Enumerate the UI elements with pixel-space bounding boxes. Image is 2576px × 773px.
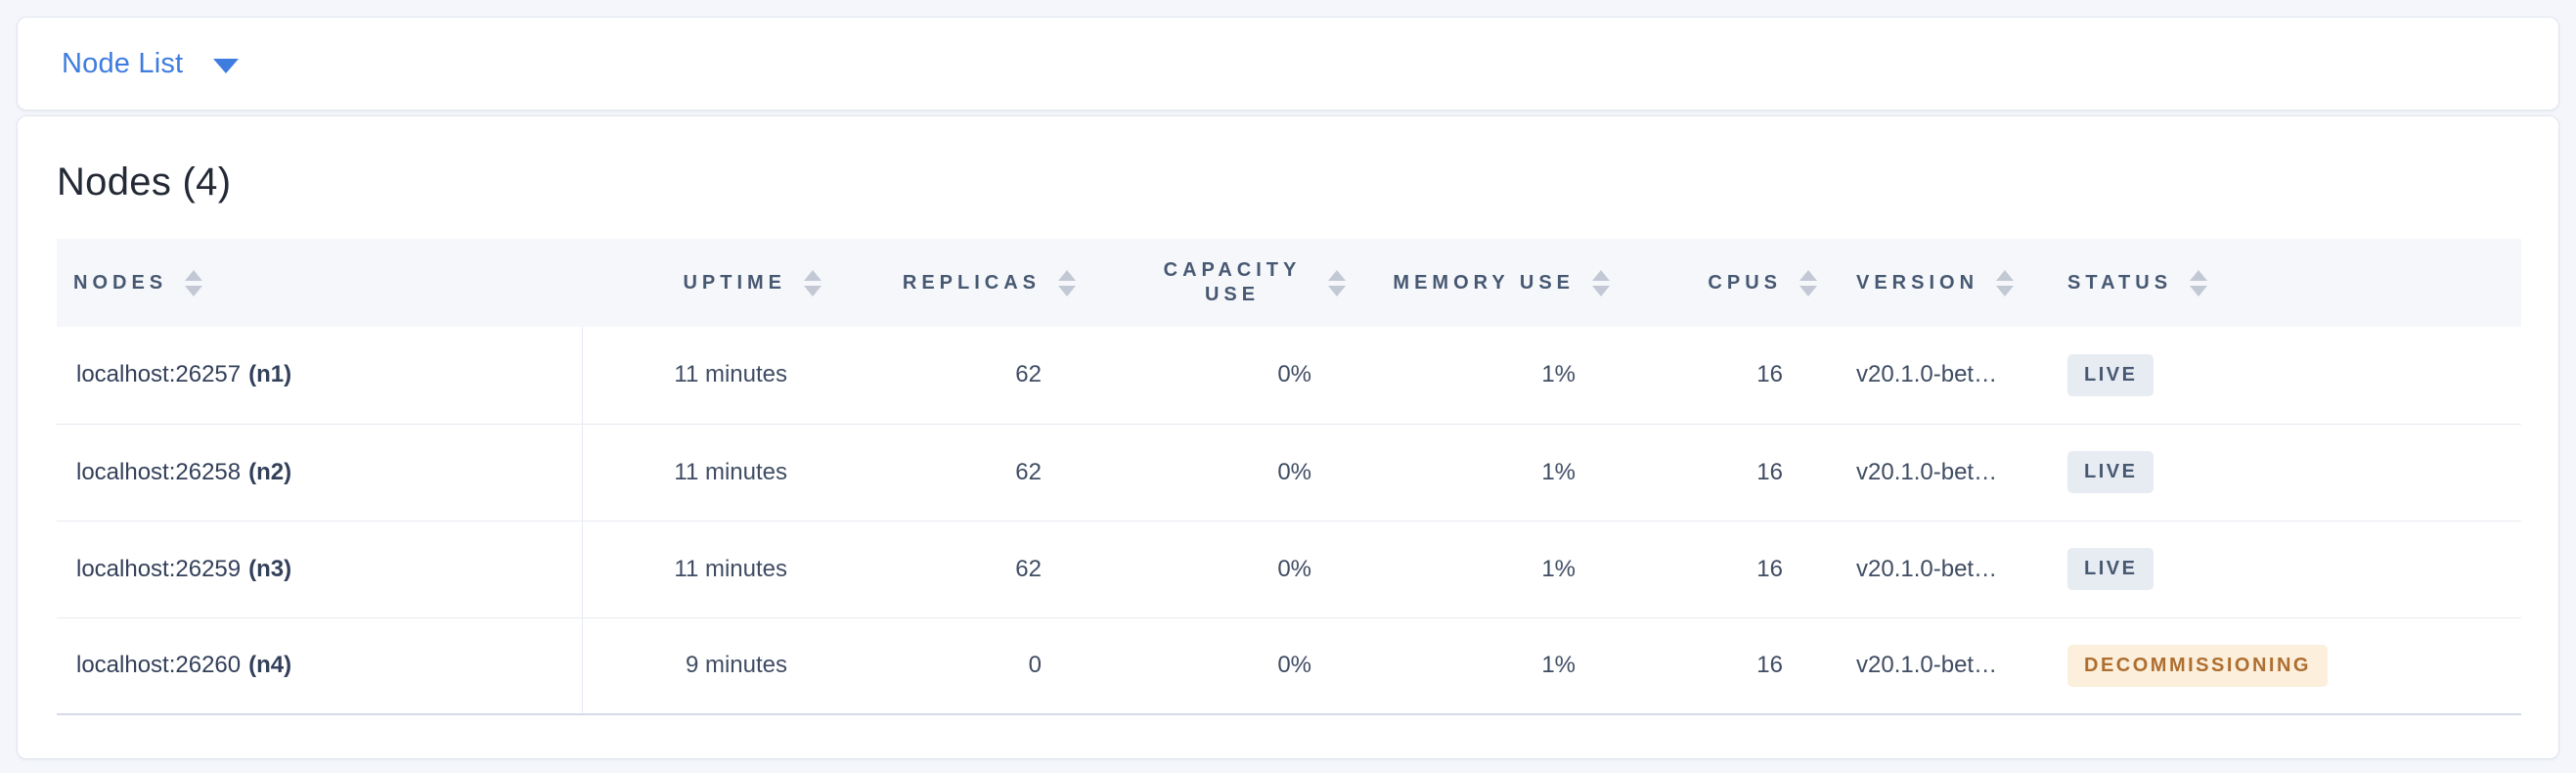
uptime-cell: 11 minutes [582,424,846,522]
status-cell: LIVE [2066,424,2521,522]
cpus-cell: 16 [1634,617,1842,715]
replicas-cell: 62 [846,424,1100,522]
memory-use-cell: 1% [1370,424,1634,522]
sort-icon [1058,269,1076,296]
sort-icon [1799,269,1817,296]
status-cell: LIVE [2066,521,2521,618]
table-header-row: NODES UPTIME REPLICAS [57,239,2521,327]
replicas-cell: 62 [846,327,1100,425]
version-cell: v20.1.0-bet… [1842,424,2066,522]
sort-icon [804,269,822,296]
column-header-capacity-use[interactable]: CAPACITY USE [1100,239,1370,327]
nodes-table: NODES UPTIME REPLICAS [57,239,2521,715]
node-address-cell: localhost:26260 (n4) [57,617,583,715]
sort-icon [1328,269,1346,296]
uptime-cell: 11 minutes [582,327,846,425]
node-address: localhost:26257 [76,361,242,388]
status-badge: LIVE [2067,548,2154,590]
node-id: (n4) [248,652,292,679]
table-row: localhost:26259 (n3) 11 minutes 62 0% 1% … [57,521,2521,618]
cpus-cell: 16 [1634,424,1842,522]
column-header-uptime[interactable]: UPTIME [582,239,846,327]
table-row: localhost:26257 (n1) 11 minutes 62 0% 1% … [57,327,2521,425]
table-row: localhost:26260 (n4) 9 minutes 0 0% 1% 16… [57,617,2521,715]
node-id: (n1) [248,361,292,388]
view-mode-dropdown-label: Node List [62,47,184,79]
status-badge: LIVE [2067,353,2154,396]
column-header-status[interactable]: STATUS [2066,239,2521,327]
status-cell: DECOMMISSIONING [2066,617,2521,715]
cpus-cell: 16 [1634,327,1842,425]
status-cell: LIVE [2066,327,2521,425]
node-address: localhost:26258 [76,458,242,485]
node-address-cell: localhost:26259 (n3) [57,521,583,618]
version-cell: v20.1.0-bet… [1842,327,2066,425]
table-row: localhost:26258 (n2) 11 minutes 62 0% 1% … [57,424,2521,522]
sort-icon [1592,269,1610,296]
status-badge: LIVE [2067,451,2154,493]
nodes-card: Nodes (4) NODES UPTIME [17,115,2559,759]
capacity-use-cell: 0% [1100,327,1370,425]
memory-use-cell: 1% [1370,617,1634,715]
caret-down-icon [213,58,240,73]
column-header-nodes[interactable]: NODES [57,239,582,327]
sort-icon [2190,269,2208,296]
node-address: localhost:26259 [76,555,242,582]
node-address-cell: localhost:26258 (n2) [57,424,583,522]
node-id: (n2) [248,458,292,485]
replicas-cell: 62 [846,521,1100,618]
replicas-cell: 0 [846,617,1100,715]
column-header-version[interactable]: VERSION [1842,239,2066,327]
sort-icon [185,269,203,296]
column-header-replicas[interactable]: REPLICAS [846,239,1100,327]
node-id: (n3) [248,555,292,582]
capacity-use-cell: 0% [1100,617,1370,715]
column-header-memory-use[interactable]: MEMORY USE [1370,239,1634,327]
uptime-cell: 9 minutes [582,617,846,715]
uptime-cell: 11 minutes [582,521,846,618]
capacity-use-cell: 0% [1100,521,1370,618]
capacity-use-cell: 0% [1100,424,1370,522]
status-badge: DECOMMISSIONING [2067,644,2328,687]
version-cell: v20.1.0-bet… [1842,521,2066,618]
node-address-cell: localhost:26257 (n1) [57,327,583,425]
view-mode-dropdown[interactable]: Node List [62,47,240,80]
memory-use-cell: 1% [1370,327,1634,425]
page-title: Nodes (4) [57,160,232,204]
node-address: localhost:26260 [76,652,242,679]
column-header-cpus[interactable]: CPUS [1634,239,1842,327]
view-selector-card: Node List [17,17,2559,111]
sort-icon [1996,269,2015,296]
cpus-cell: 16 [1634,521,1842,618]
version-cell: v20.1.0-bet… [1842,617,2066,715]
memory-use-cell: 1% [1370,521,1634,618]
